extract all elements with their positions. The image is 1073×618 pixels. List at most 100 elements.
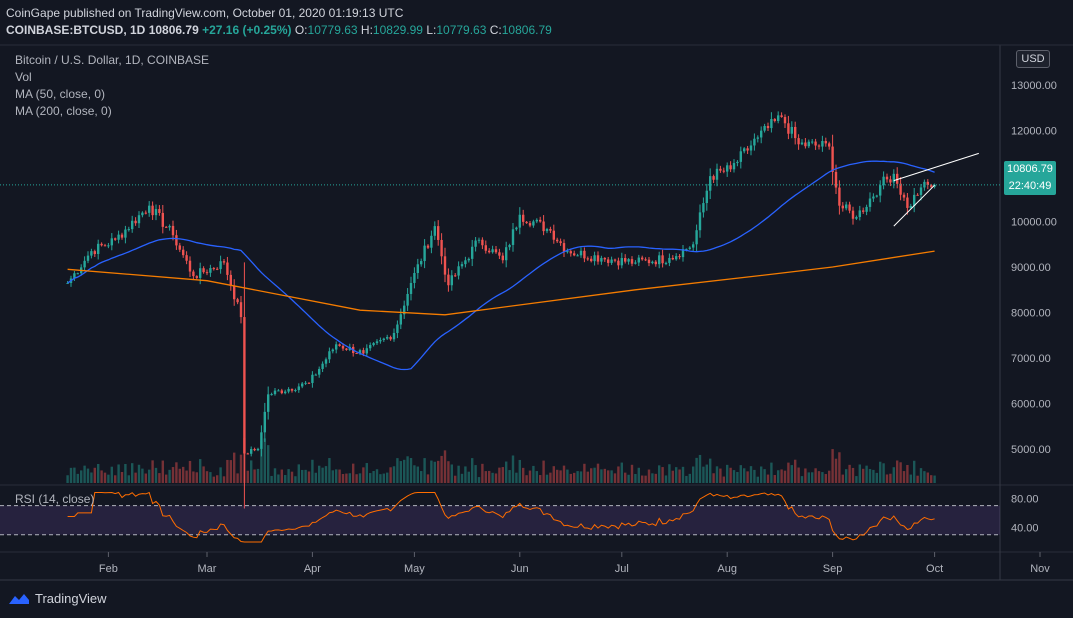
- candle-body: [260, 432, 263, 449]
- candle-body: [409, 282, 413, 294]
- candle-body: [715, 168, 719, 180]
- volume-bar: [488, 470, 491, 483]
- rsi-legend[interactable]: RSI (14, close): [15, 492, 95, 506]
- candle-body: [386, 337, 389, 339]
- volume-bar: [379, 474, 382, 483]
- volume-bar: [369, 473, 372, 483]
- candle-body: [443, 256, 447, 275]
- candle-body: [637, 257, 640, 263]
- candle-body: [800, 142, 804, 145]
- candle-body: [817, 145, 821, 147]
- candle-body: [263, 411, 266, 433]
- candle-body: [875, 195, 878, 197]
- candle-body: [216, 268, 219, 270]
- candle-body: [821, 140, 824, 147]
- volume-bar: [919, 468, 923, 483]
- candle-body: [100, 243, 103, 246]
- volume-bar: [661, 467, 664, 483]
- candle-body: [127, 229, 130, 231]
- volume-bar: [154, 467, 158, 483]
- candle-body: [834, 171, 838, 188]
- candle-body: [284, 391, 287, 394]
- volume-bar: [865, 465, 868, 483]
- candle-body: [318, 368, 321, 375]
- volume-bar: [362, 467, 365, 483]
- candle-body: [267, 394, 270, 412]
- volume-bar: [416, 466, 419, 483]
- candle-body: [185, 255, 188, 261]
- tradingview-logo[interactable]: TradingView: [8, 591, 107, 606]
- volume-bar: [80, 470, 83, 483]
- volume-bar: [515, 472, 518, 483]
- candle-body: [239, 302, 243, 318]
- volume-bar: [188, 460, 192, 483]
- candle-body: [845, 204, 848, 209]
- candle-body: [855, 217, 858, 219]
- volume-bar: [814, 468, 817, 483]
- candle-body: [892, 173, 895, 183]
- candle-body: [165, 226, 168, 228]
- candle-body: [583, 250, 586, 259]
- candle-body: [726, 165, 729, 172]
- candle-body: [879, 185, 882, 196]
- ma50-legend[interactable]: MA (50, close, 0): [15, 87, 106, 101]
- candle-body: [110, 238, 113, 246]
- volume-bar: [386, 472, 389, 483]
- candle-body: [926, 181, 929, 185]
- volume-bar: [678, 469, 681, 483]
- volume-bar: [838, 452, 841, 483]
- volume-bar: [916, 475, 919, 483]
- volume-bar: [566, 469, 569, 483]
- volume-bar: [790, 465, 793, 483]
- rsi-tick-label: 40.00: [1011, 522, 1039, 534]
- candle-body: [481, 239, 484, 246]
- volume-bar: [294, 476, 297, 483]
- symbol-legend[interactable]: Bitcoin / U.S. Dollar, 1D, COINBASE: [15, 53, 210, 67]
- volume-bar: [90, 472, 93, 483]
- volume-bar: [777, 470, 780, 483]
- candle-body: [858, 210, 861, 218]
- wedge-trendline: [893, 184, 935, 227]
- ma200-legend[interactable]: MA (200, close, 0): [15, 104, 112, 118]
- volume-bar: [382, 473, 385, 483]
- volume-bar: [668, 464, 671, 483]
- last-price: 10806.79: [148, 23, 199, 37]
- volume-bar: [219, 467, 222, 483]
- candle-body: [454, 275, 457, 277]
- candle-body: [831, 146, 834, 172]
- candle-body: [178, 245, 181, 250]
- volume-bar: [277, 474, 280, 483]
- volume-bar: [896, 460, 899, 483]
- volume-bar: [675, 467, 678, 483]
- candle-body: [899, 183, 902, 195]
- volume-bar: [913, 460, 916, 483]
- open-value: 10779.63: [307, 23, 358, 37]
- volume-bar: [321, 467, 324, 483]
- high-value: 10829.99: [372, 23, 423, 37]
- candle-body: [437, 226, 440, 240]
- price-tick-label: 9000.00: [1011, 262, 1051, 274]
- volume-bar: [399, 461, 402, 483]
- volume-bar: [579, 471, 583, 483]
- currency-button[interactable]: USD: [1016, 50, 1050, 68]
- volume-bar: [590, 468, 593, 483]
- candle-body: [307, 382, 311, 384]
- candle-body: [868, 198, 872, 207]
- volume-legend[interactable]: Vol: [15, 70, 32, 84]
- volume-bar: [120, 471, 124, 483]
- volume-bar: [433, 461, 436, 483]
- volume-bar: [933, 475, 936, 483]
- volume-bar: [443, 450, 447, 483]
- volume-bar: [260, 440, 263, 483]
- volume-bar: [634, 473, 637, 483]
- candle-body: [287, 389, 290, 392]
- volume-bar: [868, 469, 872, 483]
- candle-body: [794, 126, 797, 139]
- volume-bar: [171, 467, 175, 483]
- candle-body: [695, 230, 698, 245]
- volume-bar: [501, 467, 504, 483]
- volume-bar: [756, 476, 759, 483]
- volume-bar: [481, 463, 484, 483]
- volume-bar: [250, 460, 253, 483]
